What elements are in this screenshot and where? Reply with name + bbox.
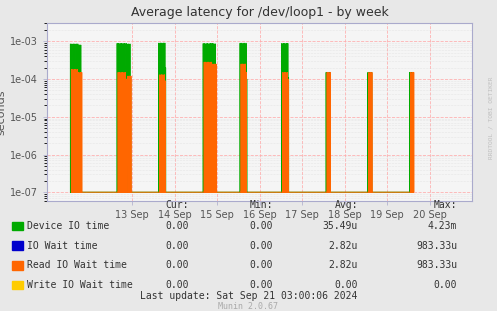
Text: 0.00: 0.00 — [166, 280, 189, 290]
Text: 0.00: 0.00 — [166, 260, 189, 270]
Text: 2.82u: 2.82u — [329, 260, 358, 270]
Text: Munin 2.0.67: Munin 2.0.67 — [219, 301, 278, 310]
Text: 0.00: 0.00 — [250, 241, 273, 251]
Text: Cur:: Cur: — [166, 200, 189, 210]
Text: 983.33u: 983.33u — [416, 241, 457, 251]
Text: 0.00: 0.00 — [334, 280, 358, 290]
Text: 0.00: 0.00 — [166, 241, 189, 251]
Text: 0.00: 0.00 — [250, 280, 273, 290]
Title: Average latency for /dev/loop1 - by week: Average latency for /dev/loop1 - by week — [131, 7, 389, 19]
Text: IO Wait time: IO Wait time — [27, 241, 98, 251]
Y-axis label: seconds: seconds — [0, 89, 6, 135]
Text: Avg:: Avg: — [334, 200, 358, 210]
Text: 0.00: 0.00 — [166, 221, 189, 231]
Text: Write IO Wait time: Write IO Wait time — [27, 280, 133, 290]
Text: Read IO Wait time: Read IO Wait time — [27, 260, 127, 270]
Text: 0.00: 0.00 — [250, 260, 273, 270]
Text: Min:: Min: — [250, 200, 273, 210]
Text: 0.00: 0.00 — [434, 280, 457, 290]
Text: Device IO time: Device IO time — [27, 221, 109, 231]
Text: Last update: Sat Sep 21 03:00:06 2024: Last update: Sat Sep 21 03:00:06 2024 — [140, 290, 357, 300]
Text: 983.33u: 983.33u — [416, 260, 457, 270]
Text: 4.23m: 4.23m — [428, 221, 457, 231]
Text: 0.00: 0.00 — [250, 221, 273, 231]
Text: 2.82u: 2.82u — [329, 241, 358, 251]
Text: Max:: Max: — [434, 200, 457, 210]
Text: 35.49u: 35.49u — [323, 221, 358, 231]
Text: RRDTOOL / TOBI OETIKER: RRDTOOL / TOBI OETIKER — [489, 77, 494, 160]
